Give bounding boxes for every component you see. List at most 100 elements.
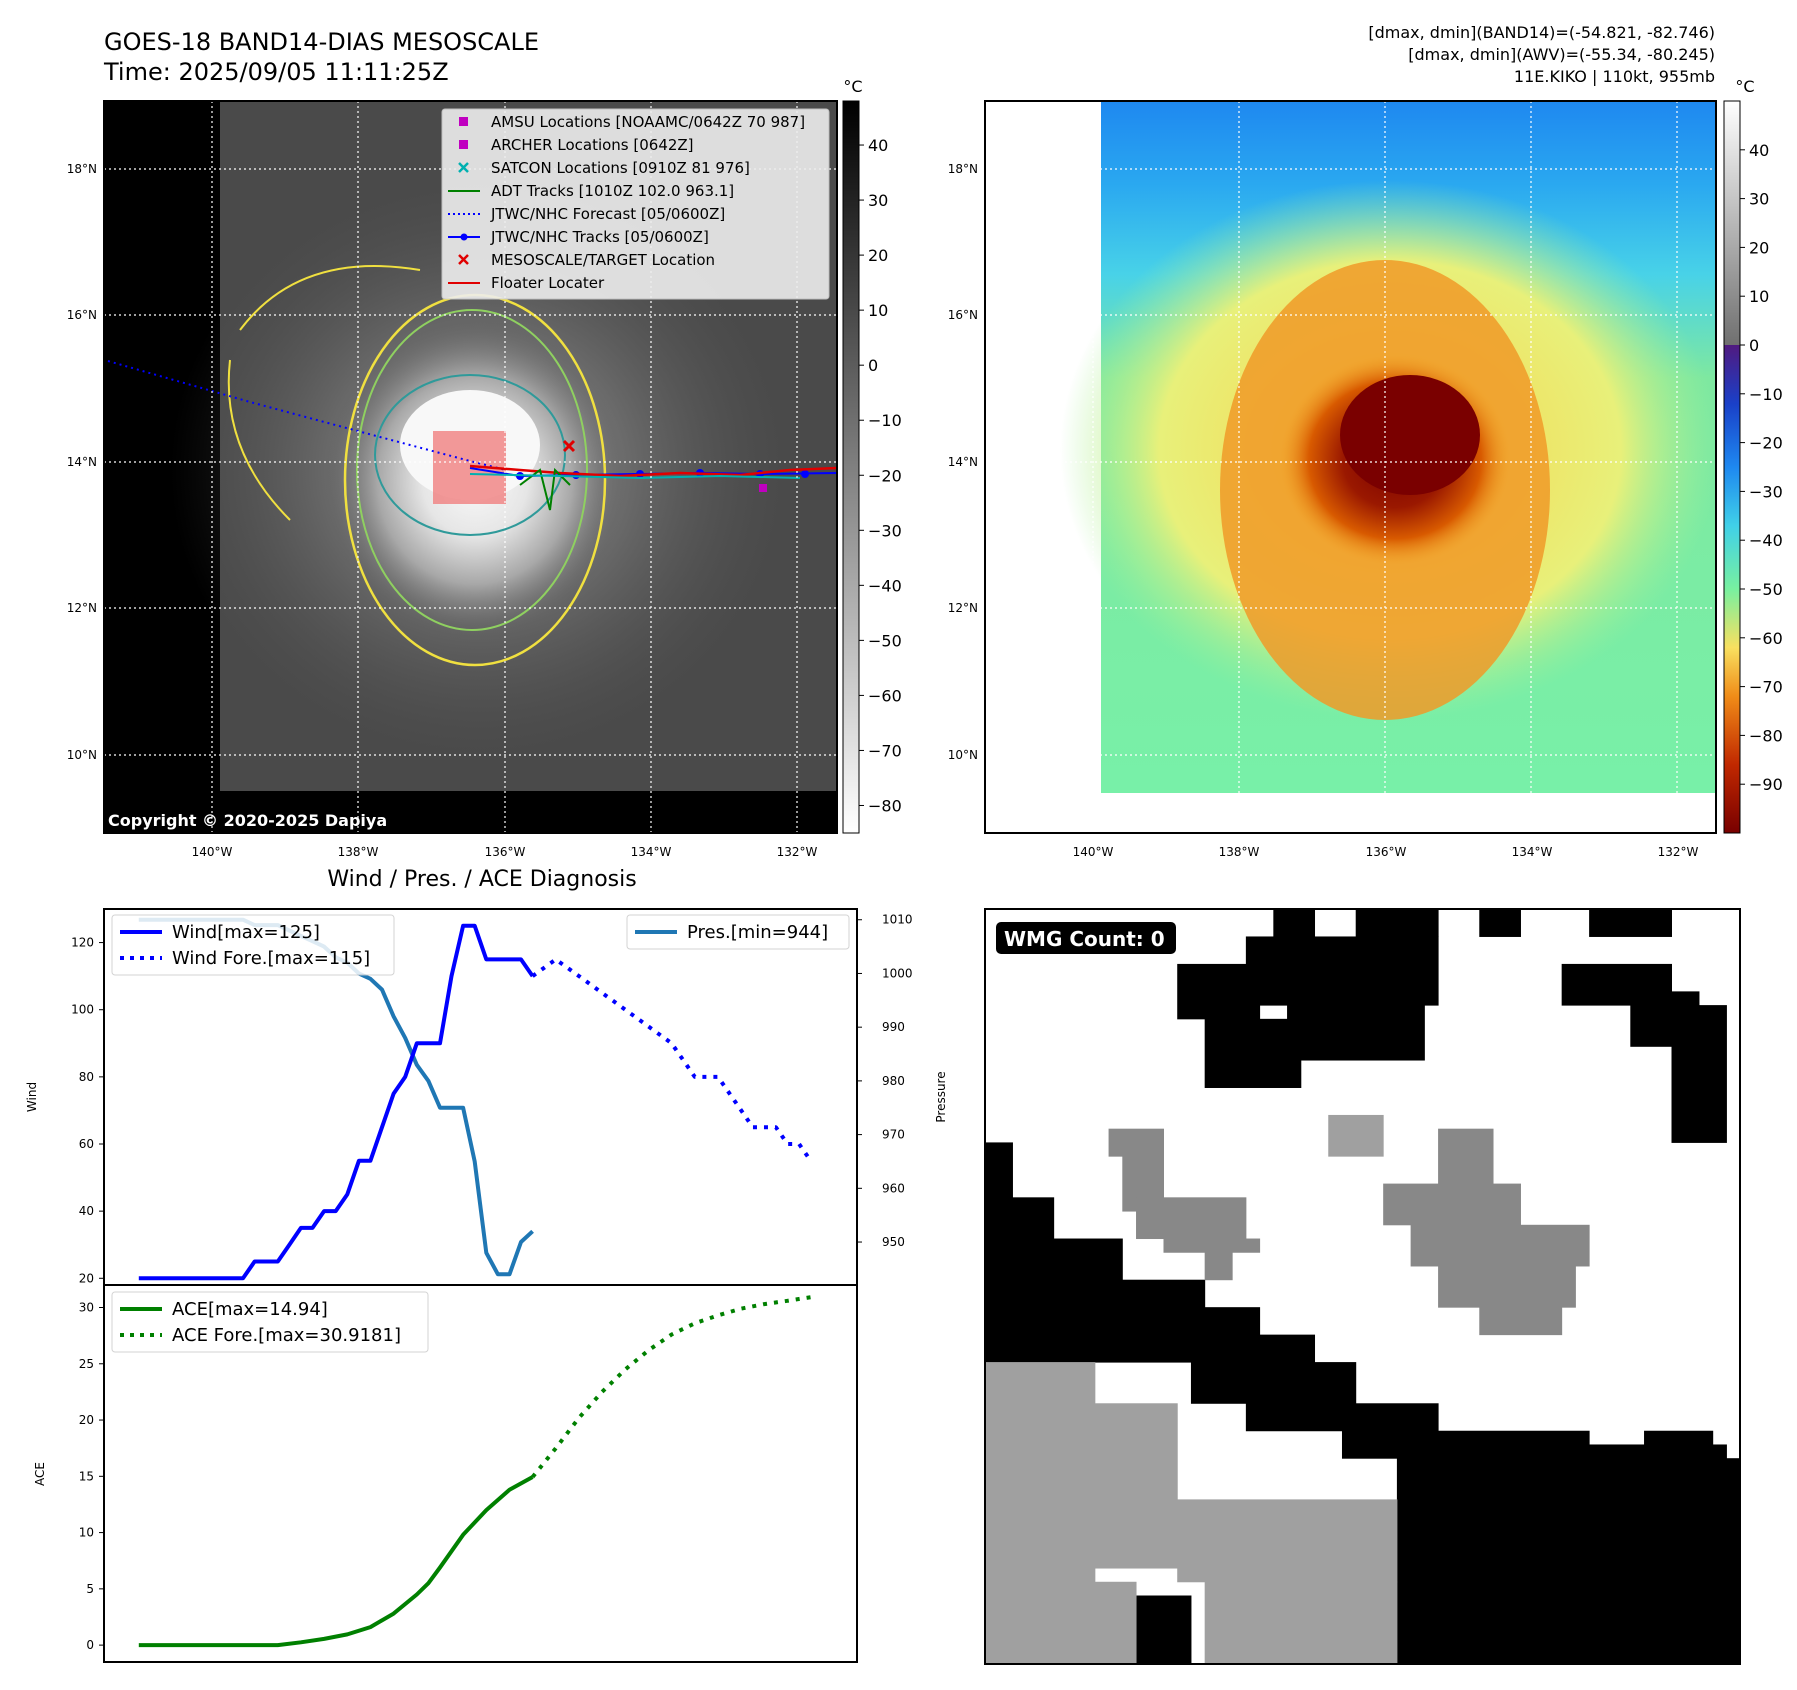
awv-tick-label-8: −40 <box>1749 531 1783 550</box>
legend-label-1: ARCHER Locations [0642Z] <box>491 136 694 154</box>
lat-label-0-0: 18°N <box>67 162 97 176</box>
lat-label-1-3: 12°N <box>948 601 978 615</box>
pres-legend-label-0: Pres.[min=944] <box>687 922 828 943</box>
wind-ytick-label-5: 120 <box>71 936 94 950</box>
wmg-gray-cell-6 <box>1383 1183 1521 1226</box>
wind-series-line <box>138 923 535 1281</box>
awv-tick-label-0: 40 <box>1749 141 1769 160</box>
ace-axis-label: ACE <box>33 1462 47 1486</box>
ir-gridlines <box>104 101 837 833</box>
ace-ytick-label-2: 10 <box>79 1526 94 1540</box>
wmg-gray-cell-8 <box>1438 1265 1576 1308</box>
ir-tick-label-4: 0 <box>868 356 878 375</box>
legend-symbol-2 <box>458 162 469 173</box>
pres-ytick-label-4: 990 <box>882 1020 905 1034</box>
ir-contour-band <box>227 265 421 521</box>
ir-tick-label-8: −40 <box>868 576 902 595</box>
satcon-track <box>469 473 801 480</box>
map-legend: AMSU Locations [NOAAMC/0642Z 70 987] ARCH… <box>441 108 830 300</box>
awv-tick-label-7: −30 <box>1749 482 1783 501</box>
ir-contour-teal <box>374 374 566 536</box>
wind-ytick-label-0: 20 <box>79 1271 94 1285</box>
ace-forecast-series-line <box>531 1295 812 1479</box>
legend-label-7: Floater Locater <box>491 274 605 292</box>
lat-label-1-0: 18°N <box>948 162 978 176</box>
wmg-lightgray-cell-3 <box>1204 1581 1398 1665</box>
wmg-count-badge <box>996 922 1176 954</box>
ace-series-line <box>138 1475 534 1648</box>
awv-tick-label-10: −60 <box>1749 629 1783 648</box>
lon-label-0-1: 138°W <box>338 845 379 859</box>
awv-map-frame <box>984 100 1717 834</box>
diagnosis-charts: 20 40 60 80 100 120 950 960 970 980 990 1000 1010 0 5 1… <box>25 908 948 1663</box>
wind-ytick-label-4: 100 <box>71 1003 94 1017</box>
lon-label-1-4: 132°W <box>1658 845 1699 859</box>
wmg-count-label: WMG Count: 0 <box>1004 927 1165 951</box>
awv-colorbar: °C 40 30 20 10 0 −10 −20 −30 −40 −50 −60 −70 −80 −90 <box>1723 77 1783 834</box>
ir-tick-label-9: −50 <box>868 631 902 650</box>
awv-tick-label-2: 20 <box>1749 238 1769 257</box>
lon-label-0-2: 136°W <box>485 845 526 859</box>
wmg-gray-cell-4 <box>1204 1252 1233 1281</box>
stats-awv: [dmax, dmin](AWV)=(-55.34, -80.245) <box>1408 45 1715 64</box>
wmg-black-cell-15 <box>985 1238 1123 1281</box>
awv-tick-label-12: −80 <box>1749 726 1783 745</box>
pres-ytick-label-5: 1000 <box>882 966 913 980</box>
ir-tick-label-10: −60 <box>868 686 902 705</box>
lat-label-0-1: 16°N <box>67 308 97 322</box>
wmg-gray-cell-2 <box>1136 1197 1247 1240</box>
ace-ytick-label-5: 25 <box>79 1357 94 1371</box>
lon-label-0-0: 140°W <box>192 845 233 859</box>
wmg-black-cell-4 <box>1204 1018 1302 1088</box>
pres-legend-box <box>626 914 850 950</box>
awv-tick-label-3: 10 <box>1749 287 1769 306</box>
wind-ytick-label-2: 60 <box>79 1137 94 1151</box>
ir-colorbar: °C 40 30 20 10 0 −10 −20 −30 −40 −50 −60 −70 −80 <box>842 77 902 834</box>
ace-ytick-label-0: 0 <box>86 1638 94 1652</box>
legend-symbol-6 <box>458 254 469 265</box>
ace-legend-box <box>111 1291 429 1353</box>
wind-axis-label: Wind <box>25 1082 39 1112</box>
figure-time: Time: 2025/09/05 11:11:25Z <box>103 58 449 86</box>
lat-label-0-2: 14°N <box>67 455 97 469</box>
ace-ytick-label-1: 5 <box>86 1582 94 1596</box>
awv-tick-label-4: 0 <box>1749 336 1759 355</box>
wmg-lightgray-cell-5 <box>1094 1581 1137 1665</box>
ace-ytick-label-4: 20 <box>79 1413 94 1427</box>
wmg-black-cell-21 <box>1341 1430 1590 1459</box>
ace-legend-label-1: ACE Fore.[max=30.9181] <box>172 1325 401 1346</box>
wmg-lightgray-cell-6 <box>1328 1114 1384 1157</box>
lat-label-1-2: 14°N <box>948 455 978 469</box>
wind-legend-box <box>111 914 395 976</box>
awv-eye-region <box>1340 375 1480 495</box>
figure-title: GOES-18 BAND14-DIAS MESOSCALE <box>104 28 539 56</box>
lon-label-1-0: 140°W <box>1073 845 1114 859</box>
legend-symbol-5 <box>448 233 480 241</box>
awv-tick-label-1: 30 <box>1749 190 1769 209</box>
legend-label-2: SATCON Locations [0910Z 81 976] <box>491 159 750 177</box>
lat-label-1-1: 16°N <box>948 308 978 322</box>
awv-tick-label-13: −90 <box>1749 775 1783 794</box>
wmg-black-cell-9 <box>1671 1005 1727 1143</box>
wmg-gray-cell-3 <box>1163 1238 1261 1253</box>
ir-tick-label-12: −80 <box>868 796 902 815</box>
lon-label-0-3: 134°W <box>631 845 672 859</box>
ir-map-panel: Copyright © 2020-2025 Dapiya AMSU Locati… <box>103 100 838 834</box>
wmg-black-cell-19 <box>1190 1362 1357 1404</box>
wmg-lightgray-cell-2 <box>1177 1499 1398 1583</box>
pres-ytick-label-6: 1010 <box>882 913 913 927</box>
ir-map-frame <box>103 100 838 834</box>
wmg-lightgray-cell-4 <box>985 1595 1041 1665</box>
wmg-lightgray-cell-1 <box>1094 1403 1178 1569</box>
legend-label-6: MESOSCALE/TARGET Location <box>491 251 715 269</box>
diagnosis-title: Wind / Pres. / ACE Diagnosis <box>327 867 636 892</box>
map-axis-labels: 140°W 138°W 136°W 134°W 132°W 18°N 16°N 14°N 12°… <box>67 162 1699 859</box>
wmg-black-cell-20 <box>1245 1403 1439 1432</box>
ir-tick-label-7: −30 <box>868 521 902 540</box>
wmg-gray-cell-9 <box>1479 1307 1563 1336</box>
lat-label-0-3: 12°N <box>67 601 97 615</box>
ir-contour-green <box>356 309 588 631</box>
amsu-marker <box>759 484 767 492</box>
legend-symbol-0 <box>459 117 468 126</box>
